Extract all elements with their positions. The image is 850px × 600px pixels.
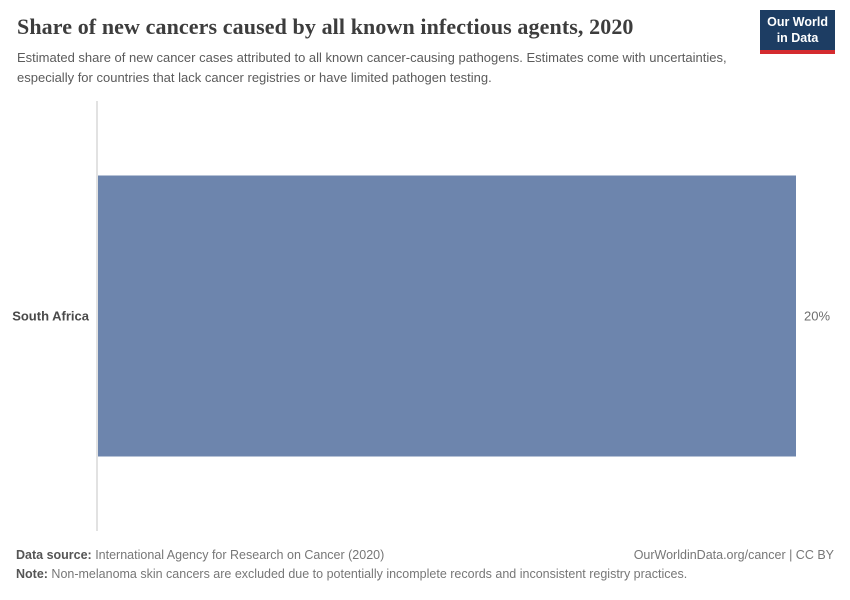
chart-title: Share of new cancers caused by all known… <box>17 14 634 39</box>
data-source-label: Data source: <box>16 548 92 562</box>
note-line: Note: Non-melanoma skin cancers are excl… <box>16 567 834 581</box>
owid-logo-line1: Our World <box>767 15 828 29</box>
data-source-line: Data source: International Agency for Re… <box>16 548 384 562</box>
chart-header: Share of new cancers caused by all known… <box>17 14 750 87</box>
owid-logo[interactable]: Our World in Data <box>760 10 835 55</box>
note-text: Non-melanoma skin cancers are excluded d… <box>47 567 688 581</box>
data-source-text: International Agency for Research on Can… <box>91 548 385 562</box>
bar-south-africa[interactable] <box>98 175 796 457</box>
bar-value-label: 20% <box>804 308 831 324</box>
entity-label-south-africa[interactable]: South Africa <box>12 308 89 324</box>
owid-logo-line2: in Data <box>776 30 819 45</box>
owid-url-license-link[interactable]: OurWorldinData.org/cancer | CC BY <box>633 548 834 562</box>
chart-area: South Africa 20% <box>0 101 850 531</box>
chart-footer: Data source: International Agency for Re… <box>16 548 834 581</box>
plot-area: 20% <box>96 101 830 531</box>
note-label: Note: <box>16 567 48 581</box>
chart-subtitle: Estimated share of new cancer cases attr… <box>17 50 727 85</box>
